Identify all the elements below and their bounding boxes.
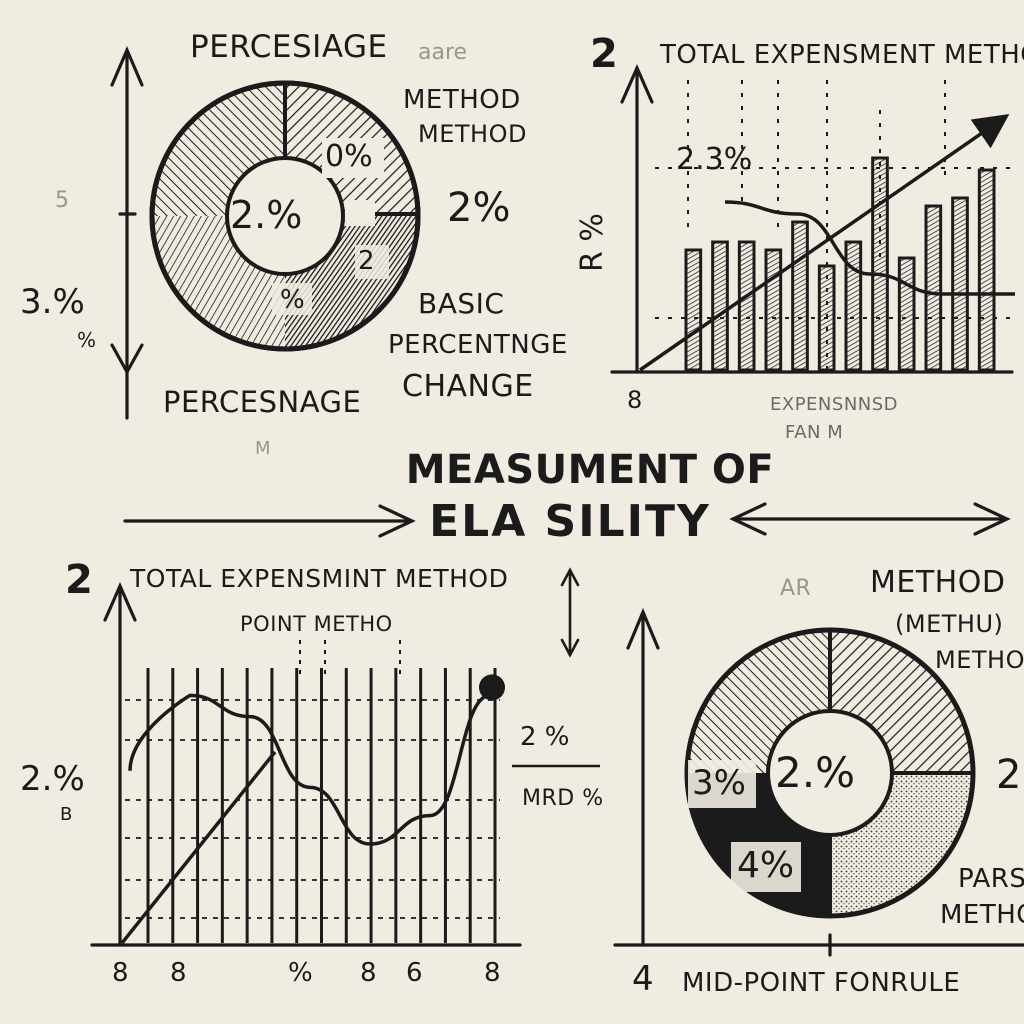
bottom-right-right-value: 2 xyxy=(996,752,1022,798)
bottom-right-axis-number: 4 xyxy=(632,959,654,999)
bottom-right-method-2: (METHU) xyxy=(895,610,1004,638)
top-right-bars xyxy=(684,156,996,372)
top-left-pie-chart xyxy=(149,80,421,352)
bottom-right-faint-tag: AR xyxy=(780,576,812,601)
top-right-bar-9 xyxy=(924,204,943,372)
bottom-left-lines xyxy=(120,674,505,945)
bottom-right-axes xyxy=(613,607,1024,957)
top-left-faint-bottom: M xyxy=(255,438,271,459)
bottom-left-grid xyxy=(125,640,500,943)
bottom-right-pie-left-value: 3% xyxy=(692,763,746,803)
bottom-right-pars-line-1: PARS xyxy=(958,864,1024,894)
top-right-bar-10 xyxy=(951,196,969,372)
bottom-left-subtitle: POINT METHO xyxy=(240,612,393,636)
top-right-bar-8 xyxy=(897,256,916,372)
bottom-right-method-1: METHOD xyxy=(870,565,1006,600)
bottom-left-y-value: 2.% xyxy=(20,759,85,799)
top-right-origin-label: 8 xyxy=(627,386,643,414)
top-right-annotation: 2.3% xyxy=(676,142,753,177)
top-left-method-label-2: METHOD xyxy=(418,120,527,148)
bottom-right-pie-lower-left-value: 4% xyxy=(737,845,795,886)
center-title-line-2: ELA SILITY xyxy=(429,496,711,547)
top-right-dashed-guides xyxy=(655,80,1010,370)
top-right-x-label-line-1: EXPENSNNSD xyxy=(770,394,899,415)
top-right-bar-5 xyxy=(817,264,836,372)
top-left-pie-center-value: 2.% xyxy=(230,193,303,237)
top-left-pie-upper-value: 0% xyxy=(325,139,373,174)
top-left-faint-tag: aare xyxy=(418,40,468,65)
bottom-left-x-tick-2: % xyxy=(288,958,313,988)
bottom-left-x-tick-4: 6 xyxy=(406,958,423,988)
center-title-line-1: MEASUMENT OF xyxy=(405,447,775,493)
top-right-axes xyxy=(610,64,1014,374)
top-left-pie-lower-right-value: 2 xyxy=(358,246,375,276)
bottom-left-number: 2 xyxy=(65,557,93,603)
top-right-bar-7 xyxy=(871,156,889,372)
top-right-number: 2 xyxy=(590,31,618,77)
top-right-bar-1 xyxy=(711,240,729,372)
mid-label-2: MRD % xyxy=(522,786,604,811)
top-right-bar-4 xyxy=(791,220,809,372)
center-vertical-double-arrow xyxy=(560,567,580,658)
bottom-left-x-tick-1: 8 xyxy=(170,958,187,988)
bottom-left-y-value-small: B xyxy=(60,804,73,825)
top-right-demand-curve xyxy=(724,200,1015,296)
bottom-right-pie-center-value: 2.% xyxy=(775,748,855,797)
top-right-title: TOTAL EXPENSMENT METHO xyxy=(660,40,1024,70)
top-left-pie-lower-value: % xyxy=(280,285,305,315)
bottom-left-x-tick-5: 8 xyxy=(484,958,501,988)
top-left-basic-line-1: BASIC xyxy=(418,287,505,320)
bottom-left-x-tick-0: 8 xyxy=(112,958,129,988)
bottom-left-axes xyxy=(90,582,522,947)
bottom-right-pars-line-2: METHOD xyxy=(940,900,1024,930)
bottom-right-pie-chart xyxy=(684,627,976,919)
top-right-trend-arrow xyxy=(639,114,1010,372)
top-left-side-value: 3.% xyxy=(20,282,85,322)
bottom-right-method-3: METHOD xyxy=(935,646,1024,674)
top-left-method-label-1: METHOD xyxy=(403,85,521,115)
top-right-x-label-line-2: FAN M xyxy=(785,422,844,443)
top-left-side-number: 5 xyxy=(55,188,69,213)
top-left-basic-line-3: CHANGE xyxy=(402,369,534,404)
top-left-bottom-label: PERCESNAGE xyxy=(163,385,362,419)
bottom-right-formula: MID-POINT FONRULE xyxy=(682,968,961,998)
bottom-left-x-tick-3: 8 xyxy=(360,958,377,988)
top-left-right-value: 2% xyxy=(447,185,511,231)
top-left-vertical-arrow xyxy=(110,45,144,420)
top-right-bar-3 xyxy=(764,248,783,372)
top-right-bar-11 xyxy=(977,168,996,372)
top-right-bar-2 xyxy=(737,240,756,372)
top-right-bar-0 xyxy=(684,248,703,372)
top-right-y-label: R % xyxy=(575,213,610,272)
top-left-basic-line-2: PERCENTNGE xyxy=(388,330,568,360)
bottom-left-title: TOTAL EXPENSMINT METHOD xyxy=(130,564,509,593)
bottom-left-curve-endpoint xyxy=(479,674,505,701)
center-left-arrow xyxy=(123,504,416,538)
bottom-left-straight-line xyxy=(120,750,277,945)
top-right-lines xyxy=(639,114,1015,372)
top-left-side-value-small: % xyxy=(77,328,97,352)
mid-label-1: 2 % xyxy=(520,722,570,752)
bottom-left-curve xyxy=(128,693,491,846)
center-right-double-arrow xyxy=(729,502,1011,536)
top-left-title: PERCESIAGE xyxy=(190,29,388,65)
top-right-bar-6 xyxy=(844,240,863,372)
